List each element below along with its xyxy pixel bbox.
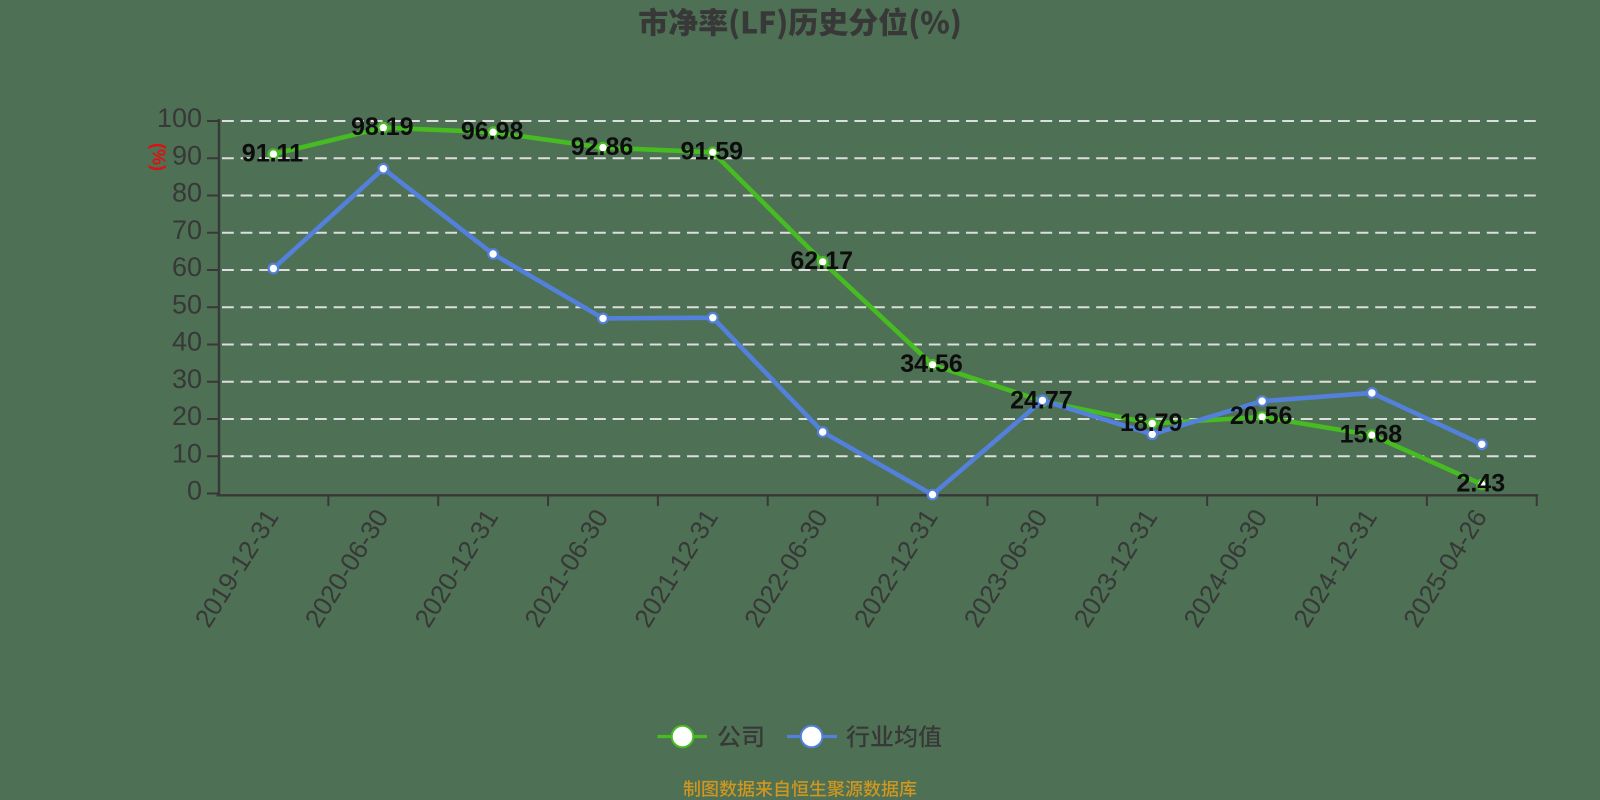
svg-text:15.68: 15.68 bbox=[1340, 420, 1403, 448]
svg-text:18.79: 18.79 bbox=[1120, 409, 1183, 437]
svg-text:70: 70 bbox=[172, 215, 202, 245]
svg-text:2.43: 2.43 bbox=[1456, 470, 1505, 498]
svg-text:98.19: 98.19 bbox=[351, 113, 414, 141]
svg-text:91.11: 91.11 bbox=[242, 139, 303, 167]
svg-text:(%): (%) bbox=[149, 143, 169, 171]
svg-text:62.17: 62.17 bbox=[790, 247, 853, 275]
svg-text:50: 50 bbox=[172, 289, 202, 319]
svg-text:90: 90 bbox=[172, 140, 202, 170]
svg-text:96.98: 96.98 bbox=[461, 118, 524, 146]
svg-text:100: 100 bbox=[157, 103, 202, 133]
svg-text:40: 40 bbox=[172, 327, 202, 357]
svg-text:0: 0 bbox=[187, 476, 202, 506]
svg-text:91.59: 91.59 bbox=[681, 138, 744, 166]
svg-text:80: 80 bbox=[172, 178, 202, 208]
svg-text:24.77: 24.77 bbox=[1010, 387, 1073, 415]
svg-text:30: 30 bbox=[172, 364, 202, 394]
svg-text:20: 20 bbox=[172, 401, 202, 431]
svg-text:34.56: 34.56 bbox=[900, 350, 963, 378]
svg-text:60: 60 bbox=[172, 252, 202, 282]
svg-text:10: 10 bbox=[172, 438, 202, 468]
svg-text:92.86: 92.86 bbox=[571, 133, 634, 161]
svg-text:20.56: 20.56 bbox=[1230, 402, 1293, 430]
